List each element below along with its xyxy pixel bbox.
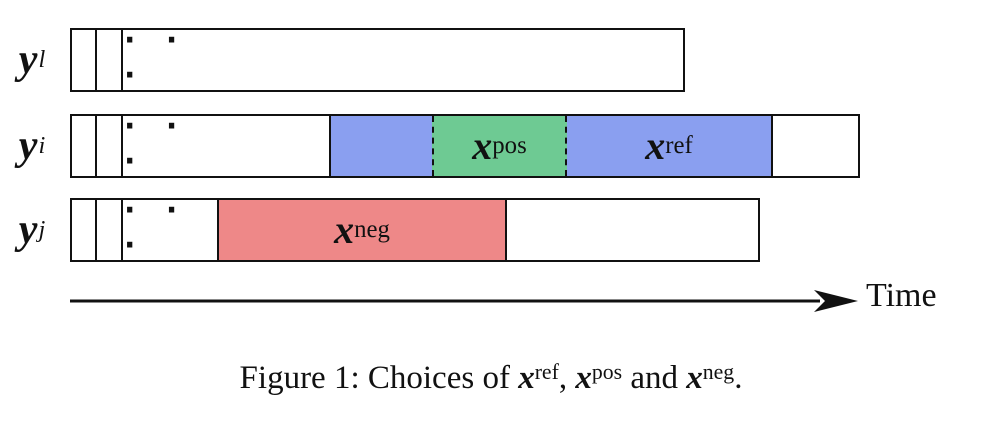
cell-divider bbox=[95, 200, 97, 260]
row-label-yl-subscript: l bbox=[38, 45, 46, 73]
time-axis-label: Time bbox=[866, 277, 937, 314]
ellipsis-dots: · · · bbox=[124, 23, 188, 93]
x-ref-superscript: ref bbox=[665, 131, 693, 159]
caption-x-neg: x bbox=[686, 360, 703, 396]
sequence-bar-yj: · · · x neg bbox=[70, 193, 760, 263]
row-label-yi-subscript: i bbox=[38, 131, 46, 159]
x-ref-label: x bbox=[645, 123, 666, 168]
sequence-bar-yl: · · · bbox=[70, 23, 685, 93]
ellipsis-dots: · · · bbox=[124, 109, 188, 179]
caption-x-ref: x bbox=[518, 360, 535, 396]
segment-x-neg: x neg bbox=[217, 200, 507, 260]
caption-x-pos: x bbox=[575, 360, 592, 396]
sequence-bar-yi: · · · x pos x ref bbox=[70, 109, 860, 179]
x-pos-superscript: pos bbox=[492, 131, 527, 159]
caption-sup-pos: pos bbox=[591, 359, 623, 384]
caption-separator: , bbox=[558, 360, 576, 396]
caption-and: and bbox=[622, 360, 687, 396]
cell-divider bbox=[121, 30, 123, 90]
cell-divider bbox=[95, 30, 97, 90]
x-neg-superscript: neg bbox=[354, 215, 390, 243]
segment-x-pos: x pos bbox=[432, 116, 567, 176]
row-label-yl-base: y bbox=[18, 37, 38, 83]
x-pos-label: x bbox=[472, 123, 493, 168]
caption-prefix: Figure 1: Choices of bbox=[239, 360, 519, 396]
time-axis-arrow bbox=[70, 290, 858, 312]
segment-x-ref: x ref bbox=[567, 116, 773, 176]
ellipsis-dots: · · · bbox=[124, 193, 188, 263]
figure-caption: Figure 1: Choices of xref, xpos and xneg… bbox=[0, 358, 982, 399]
x-neg-label: x bbox=[334, 207, 355, 252]
cell-divider bbox=[121, 200, 123, 260]
arrowhead-icon bbox=[814, 290, 858, 312]
cell-divider bbox=[121, 116, 123, 176]
caption-sup-neg: neg bbox=[702, 359, 735, 384]
row-label-yj-subscript: j bbox=[38, 215, 46, 243]
cell-divider bbox=[95, 116, 97, 176]
segment-ref-context bbox=[329, 116, 432, 176]
row-label-yi-base: y bbox=[18, 123, 38, 169]
caption-sup-ref: ref bbox=[534, 359, 559, 384]
caption-period: . bbox=[734, 360, 743, 396]
row-label-yj-base: y bbox=[18, 207, 38, 253]
